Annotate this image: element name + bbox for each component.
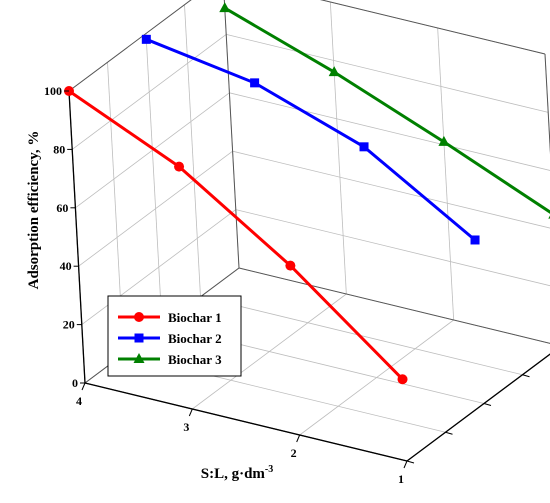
data-point [359, 142, 369, 152]
x-tick-mark [403, 460, 408, 469]
y-tick-label: 40 [60, 259, 72, 273]
back-wall-gridline [235, 209, 550, 287]
legend-item: Biochar 1 [118, 310, 222, 325]
back-wall-gridline [320, 0, 546, 55]
series-1 [64, 86, 408, 385]
x-tick-mark [296, 434, 301, 443]
y-tick-labels: 0 20 40 60 80 100 [44, 84, 85, 390]
box-edge [223, 0, 240, 269]
x-tick-labels: 4 3 2 1 [76, 382, 408, 486]
floor-gridline [406, 353, 550, 462]
depth-axis-tick [522, 374, 530, 378]
back-wall-gridline [232, 150, 550, 229]
y-tick-label: 80 [53, 142, 65, 156]
y-axis-title: Adsorption efficiency, % [26, 131, 42, 290]
y-tick-label: 100 [44, 84, 62, 98]
legend-label: Biochar 3 [168, 352, 222, 367]
y-tick-label: 0 [72, 376, 78, 390]
data-point [470, 235, 480, 245]
back-wall-gridline [437, 27, 455, 321]
data-point [141, 34, 151, 44]
grid-layer [68, 0, 550, 462]
data-point [285, 260, 296, 271]
data-point [219, 2, 231, 13]
y-tick-label: 60 [56, 201, 68, 215]
legend-swatch-marker [134, 312, 144, 322]
box-edge [319, 0, 546, 55]
legend-label: Biochar 1 [168, 310, 222, 325]
x-tick-mark [188, 408, 193, 417]
series-3 [219, 2, 550, 219]
legend-item: Biochar 3 [118, 352, 222, 367]
depth-axis-line [406, 353, 550, 462]
depth-axis-tick [483, 403, 492, 406]
legend-swatch-marker [134, 333, 144, 343]
x-axis-title-sup: -3 [265, 464, 273, 475]
x-tick-label: 3 [183, 420, 189, 434]
y-tick-label: 20 [63, 318, 75, 332]
legend-swatch-marker [133, 353, 145, 363]
depth-axis-tick [445, 431, 453, 435]
back-wall-gridline [229, 92, 550, 171]
data-point [250, 78, 260, 88]
plot-box [68, 0, 550, 464]
left-wall-gridline [184, 4, 201, 297]
depth-axis-tick [406, 460, 415, 464]
legend-box [107, 295, 242, 377]
x-tick-label: 1 [398, 472, 404, 486]
x-axis-title-base: S:L, g·dm [201, 466, 266, 482]
series-line [224, 6, 550, 214]
x-tick-label: 2 [291, 446, 297, 460]
data-point [438, 135, 450, 146]
back-wall-gridline [329, 1, 347, 295]
series-2 [141, 34, 480, 245]
legend: Biochar 1 Biochar 2 Biochar 3 [107, 295, 242, 377]
x-axis-title: S:L, g·dm-3 [201, 464, 274, 482]
box-edge [544, 53, 550, 155]
x-tick-label: 4 [76, 394, 82, 408]
left-wall-gridline [145, 33, 163, 326]
legend-label: Biochar 2 [168, 331, 222, 346]
legend-item: Biochar 2 [118, 331, 222, 346]
series-line [68, 89, 404, 381]
series-layer [64, 2, 550, 385]
x-tick-mark [81, 382, 86, 391]
y-axis-line [68, 90, 86, 384]
box-edge [68, 0, 192, 92]
series-line [145, 37, 476, 242]
x-axis-line [84, 382, 408, 462]
box-edge [406, 353, 550, 462]
data-point [397, 374, 408, 385]
box-edge [238, 267, 550, 344]
data-point [328, 66, 340, 77]
back-wall-gridline [226, 34, 549, 113]
data-point [174, 161, 185, 172]
left-wall-gridline [68, 0, 192, 92]
